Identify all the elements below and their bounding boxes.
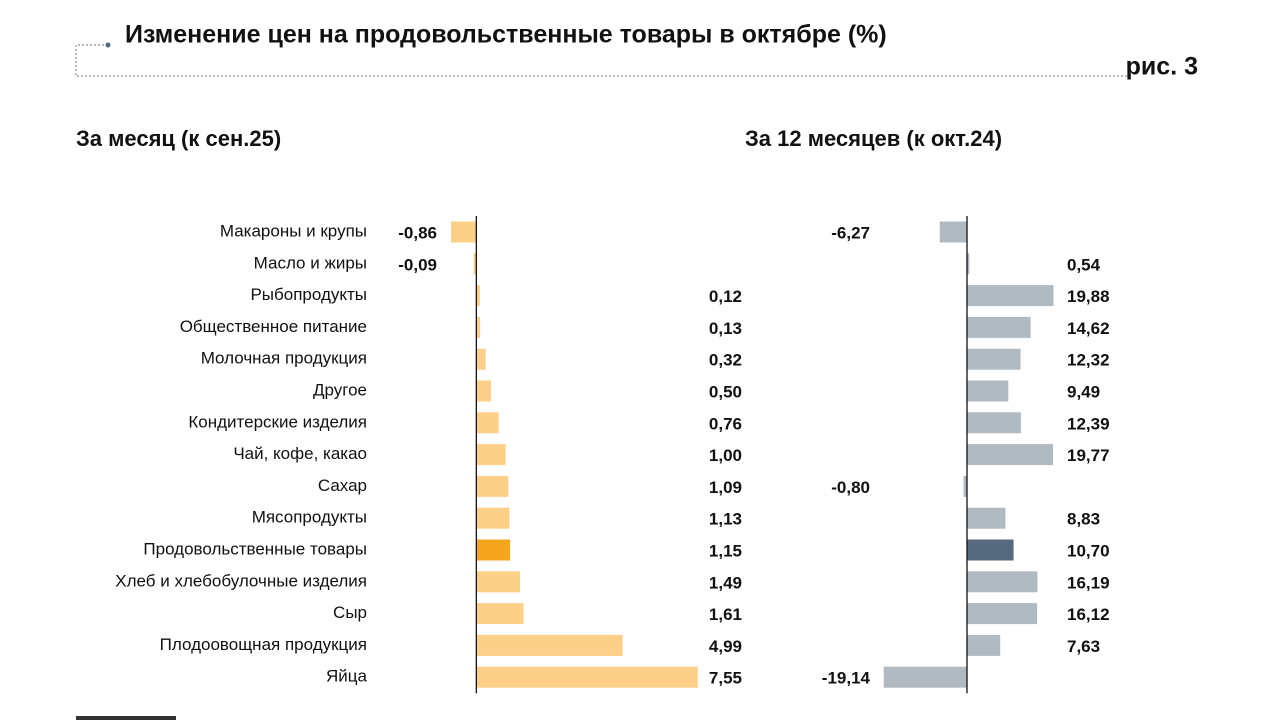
- bar: [476, 571, 521, 593]
- value-label: -0,09: [398, 255, 437, 274]
- figure-label: рис. 3: [1126, 53, 1198, 81]
- value-label: 0,12: [709, 287, 742, 306]
- value-label: 8,83: [1067, 510, 1100, 529]
- bar: [476, 285, 480, 307]
- bar: [476, 444, 506, 466]
- bar: [967, 348, 1021, 370]
- bar: [476, 539, 511, 561]
- bar: [476, 475, 509, 497]
- value-label: 0,32: [709, 351, 742, 370]
- value-label: 0,54: [1067, 255, 1101, 274]
- bar: [476, 507, 510, 529]
- value-label: 16,12: [1067, 605, 1110, 624]
- bar: [939, 221, 967, 243]
- category-label: Макароны и крупы: [220, 221, 367, 240]
- value-label: 0,50: [709, 382, 742, 401]
- value-label: 12,39: [1067, 414, 1110, 433]
- category-label: Кондитерские изделия: [188, 412, 367, 431]
- value-label: 0,13: [709, 319, 742, 338]
- bar: [476, 316, 481, 338]
- value-label: 14,62: [1067, 319, 1110, 338]
- value-label: 12,32: [1067, 351, 1110, 370]
- category-label: Масло и жиры: [254, 253, 367, 272]
- category-label: Общественное питание: [180, 317, 367, 336]
- category-label: Сахар: [318, 476, 367, 495]
- category-label: Другое: [313, 380, 367, 399]
- bar: [967, 380, 1009, 402]
- panel-title: За месяц (к сен.25): [76, 126, 281, 151]
- category-label: Плодоовощная продукция: [160, 635, 367, 654]
- value-label: 0,76: [709, 414, 742, 433]
- bar: [967, 444, 1053, 466]
- value-label: 1,15: [709, 541, 742, 560]
- footer-bar: [76, 716, 176, 720]
- bar: [451, 221, 477, 243]
- value-label: -6,27: [831, 223, 870, 242]
- bar: [967, 253, 970, 275]
- bar: [967, 412, 1021, 434]
- value-label: 9,49: [1067, 382, 1100, 401]
- category-label: Хлеб и хлебобулочные изделия: [115, 571, 367, 590]
- page-title: Изменение цен на продовольственные товар…: [125, 21, 887, 49]
- value-label: 1,00: [709, 446, 742, 465]
- bar: [967, 507, 1006, 529]
- title-frame: [75, 44, 1130, 77]
- value-label: -0,86: [398, 223, 437, 242]
- category-label: Продовольственные товары: [143, 539, 367, 558]
- bar: [967, 603, 1038, 625]
- bar: [967, 634, 1001, 656]
- value-label: 16,19: [1067, 573, 1110, 592]
- value-label: 4,99: [709, 637, 742, 656]
- bar: [967, 285, 1054, 307]
- value-label: 7,63: [1067, 637, 1100, 656]
- bar: [476, 666, 698, 688]
- value-label: 1,61: [709, 605, 742, 624]
- value-label: 19,88: [1067, 287, 1110, 306]
- category-label: Молочная продукция: [201, 349, 367, 368]
- category-label: Рыбопродукты: [250, 285, 367, 304]
- value-label: 19,77: [1067, 446, 1110, 465]
- value-label: 10,70: [1067, 541, 1110, 560]
- bar: [967, 539, 1014, 561]
- bar: [967, 571, 1038, 593]
- value-label: 1,49: [709, 573, 742, 592]
- bar: [476, 603, 524, 625]
- value-label: 1,09: [709, 478, 742, 497]
- value-label: 7,55: [709, 669, 742, 688]
- category-label: Мясопродукты: [252, 508, 367, 527]
- bar: [967, 316, 1031, 338]
- bar: [476, 380, 491, 402]
- category-label: Сыр: [333, 603, 367, 622]
- value-label: -19,14: [822, 669, 871, 688]
- bar: [473, 253, 477, 275]
- bar: [476, 348, 486, 370]
- title-dot: [105, 42, 111, 48]
- bar: [476, 634, 623, 656]
- category-label: Яйца: [326, 667, 368, 686]
- value-label: 1,13: [709, 510, 742, 529]
- bar: [963, 475, 967, 497]
- value-label: -0,80: [831, 478, 870, 497]
- bar: [883, 666, 967, 688]
- bar: [476, 412, 499, 434]
- category-label: Чай, кофе, какао: [233, 444, 367, 463]
- panel-title: За 12 месяцев (к окт.24): [745, 126, 1002, 151]
